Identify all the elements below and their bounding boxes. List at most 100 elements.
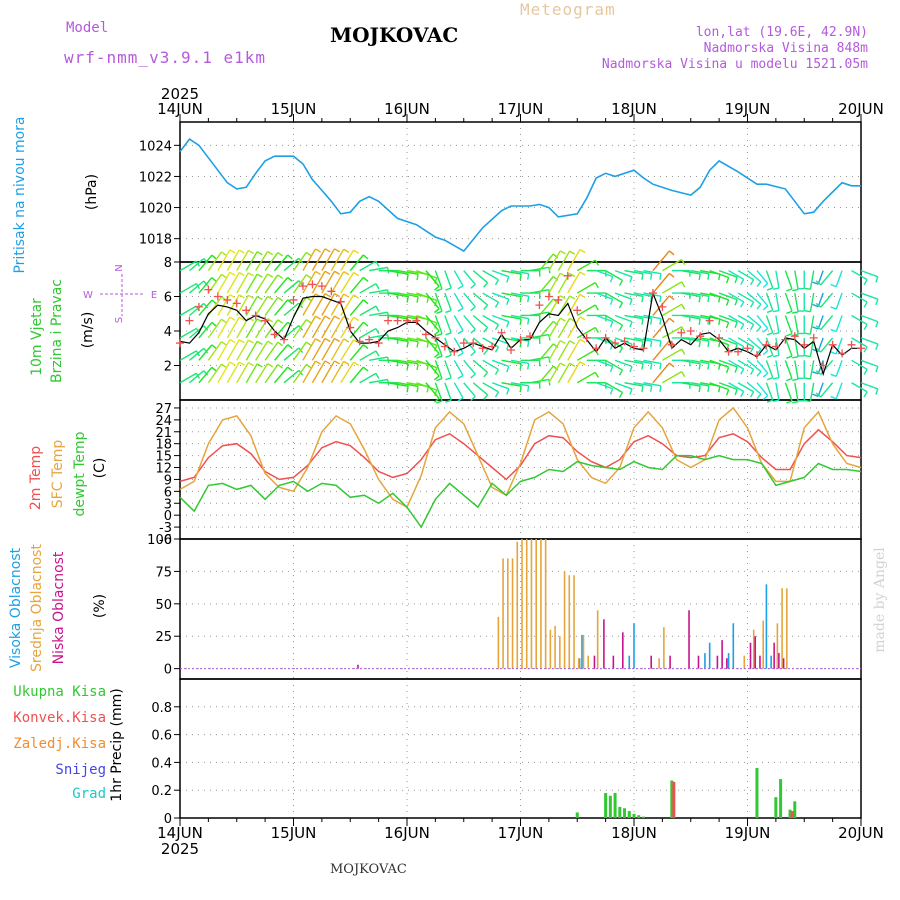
wind-barb-flag [315, 315, 321, 320]
wind-barb [860, 382, 879, 390]
wind-barb [397, 292, 419, 298]
wind-barb [359, 327, 377, 339]
wind-gust-marker [544, 292, 553, 301]
wind-barb-flag [267, 250, 274, 256]
wind-barb-flag [324, 293, 331, 298]
wind-barb-flag [718, 273, 721, 281]
wind-barb [595, 269, 613, 278]
temperature-ytick-label: 9 [164, 473, 172, 488]
wind-barb-flag [812, 326, 819, 330]
wind-barb [709, 382, 729, 391]
wind-barb [794, 337, 799, 357]
wind-barb [274, 366, 289, 384]
wind-gust-marker [450, 347, 459, 356]
compass-s: S [114, 317, 125, 323]
wind-barb [397, 314, 419, 320]
wind-barb-flag [353, 271, 360, 277]
wind-barb-flag [343, 271, 350, 276]
wind-barb [349, 299, 364, 316]
wind-barb-flag [772, 332, 780, 335]
wind-barb-flag [792, 400, 799, 404]
precip-ytick-label: 0 [164, 812, 172, 827]
wind-barb [633, 337, 652, 342]
wind-barb [633, 382, 652, 387]
wind-barb [198, 299, 213, 316]
wind-barb-flag [594, 304, 599, 311]
wind-barb [453, 270, 464, 287]
bottom-year-label: 2025 [161, 840, 199, 858]
wind-barb [662, 326, 683, 339]
wind-barb [652, 317, 670, 339]
wind-barb-flag [641, 273, 644, 280]
wind-barb [501, 292, 522, 298]
wind-barb [538, 298, 554, 316]
wind-barb [860, 314, 879, 323]
wind-barb-flag [579, 293, 586, 299]
wind-barb-flag [324, 337, 331, 343]
wind-barb-flag [707, 363, 710, 370]
cloud-ytick-label: 25 [155, 630, 172, 645]
wind-barb [387, 337, 409, 343]
wind-barb [809, 270, 815, 290]
wind-gust-marker [440, 342, 449, 351]
wind-barb-flag [433, 375, 440, 381]
wind-barb [851, 270, 868, 281]
wind-barb-flag [569, 340, 576, 345]
wind-barb [681, 337, 701, 342]
wind-barb [709, 314, 729, 324]
wind-gust-marker [601, 333, 610, 342]
wind-barb [681, 292, 701, 298]
wind-barb [784, 315, 793, 334]
wind-barb [283, 347, 300, 361]
wind-barb-flag [324, 270, 331, 275]
wind-barb-flag [792, 288, 799, 292]
wind-barb-flag [830, 283, 837, 288]
wind-barb [728, 314, 745, 325]
wind-barb-flag [772, 377, 780, 380]
bottom-xtick-label: 20JUN [838, 824, 884, 842]
wind-barb [728, 359, 745, 370]
wind-gust-marker [696, 332, 705, 341]
wind-barb [605, 314, 623, 326]
wind-barb [226, 361, 240, 384]
wind-barb-flag [863, 346, 868, 353]
wind-barb-flag [506, 366, 510, 373]
wind-barb-flag [698, 385, 701, 393]
wind-barb-flag [698, 296, 701, 303]
wind-barb [614, 359, 633, 368]
wind-barb [434, 292, 443, 312]
wind-barb [340, 272, 355, 294]
wind-barb-flag [786, 310, 793, 315]
wind-barb [397, 359, 419, 365]
wind-barb-flag [734, 321, 738, 328]
wind-barb [820, 337, 834, 353]
wind-barb-flag [863, 391, 868, 398]
wind-barb [595, 314, 613, 323]
wind-barb [283, 302, 300, 317]
wind-barb [369, 356, 388, 362]
wind-barb [292, 274, 307, 294]
wind-barb-flag [641, 385, 644, 393]
wind-gust-marker [251, 311, 260, 320]
wind-barb [728, 270, 745, 280]
wind-barb-flag [470, 328, 476, 334]
wind-barb [817, 270, 824, 285]
wind-barb-flag [812, 281, 819, 285]
wind-barb [226, 249, 240, 271]
wind-barb-flag [569, 362, 576, 367]
wind-barb-flag [766, 287, 773, 291]
wind-barb-flag [830, 306, 837, 310]
wind-gust-marker [639, 344, 648, 353]
wind-barb-flag [659, 318, 662, 325]
wind-barb-flag [559, 339, 566, 345]
wind-barb [820, 292, 834, 308]
wind-barb [690, 314, 710, 320]
wind-barb [775, 360, 780, 378]
wind-barb [369, 378, 388, 384]
wind-barb-flag [457, 285, 464, 290]
wind-barb-flag [740, 323, 745, 330]
wind-barb-flag [324, 360, 331, 365]
wind-barb-flag [681, 259, 686, 266]
wind-barb [264, 252, 279, 272]
temperature-ytick-label: -6 [159, 533, 172, 548]
